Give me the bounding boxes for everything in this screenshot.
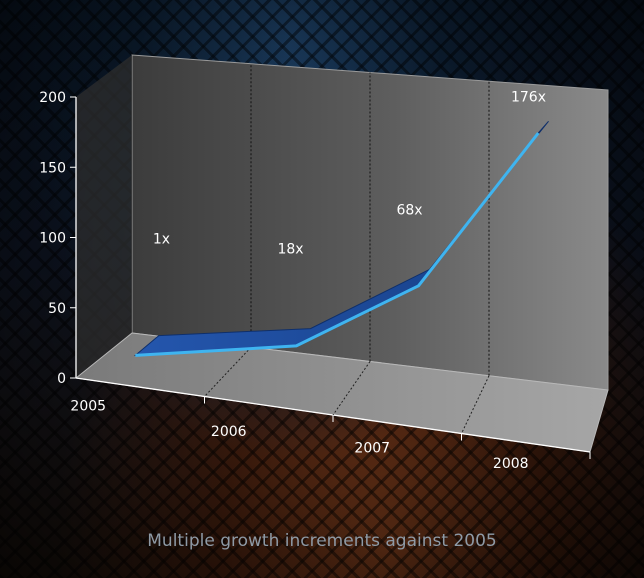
x-tick-label: 2005 — [70, 398, 106, 414]
chart-caption: Multiple growth increments against 2005 — [147, 531, 497, 551]
chart-series — [133, 120, 549, 357]
gridline-floor — [204, 346, 252, 397]
x-tick-label: 2006 — [211, 424, 247, 440]
data-label: 1x — [153, 232, 170, 248]
y-tick-label: 100 — [39, 231, 66, 247]
x-tick-label: 2008 — [493, 456, 529, 472]
chart-frame — [70, 54, 609, 459]
chart-side-wall — [76, 55, 132, 378]
data-label: 68x — [396, 202, 422, 218]
data-label: 18x — [277, 242, 303, 258]
chart-grid — [204, 63, 490, 434]
y-tick-label: 200 — [39, 90, 66, 106]
gridline-floor — [332, 361, 371, 416]
chart-labels: 0 50 100 150 200 1x 18x 68x 176x 2005 2006 2007 2008 — [39, 89, 546, 471]
gridline-floor — [461, 375, 490, 434]
x-tick-label: 2007 — [354, 440, 390, 456]
data-label: 176x — [511, 89, 546, 105]
y-tick-label: 150 — [39, 160, 66, 176]
series-line — [135, 132, 540, 357]
y-tick-label: 50 — [48, 301, 66, 317]
y-tick-label: 0 — [57, 371, 66, 387]
